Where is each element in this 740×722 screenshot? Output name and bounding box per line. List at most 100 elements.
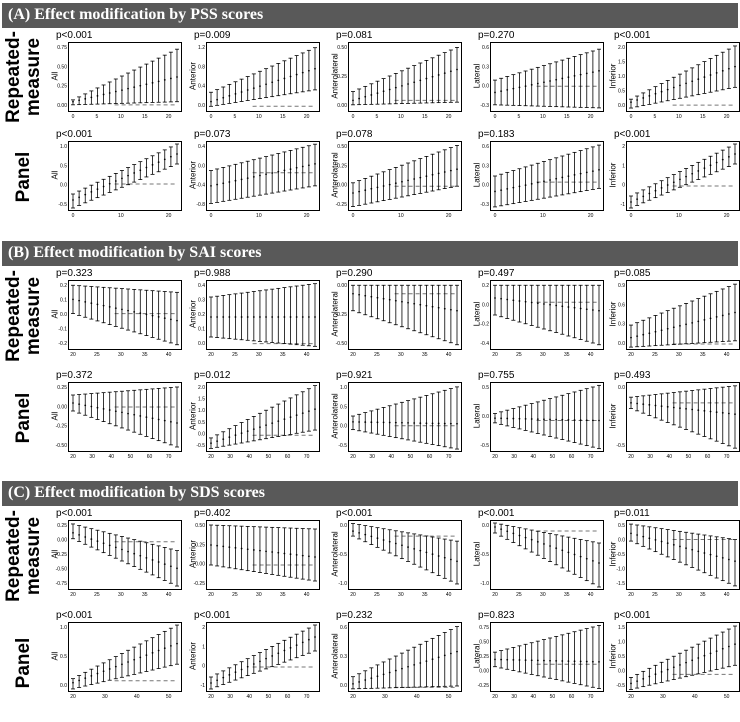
error-bar (369, 83, 374, 105)
y-tick-label: -1 (201, 683, 206, 689)
error-bar (629, 98, 633, 109)
x-tick-label: 30 (398, 592, 404, 598)
error-bar (733, 143, 737, 165)
p-value-label: p<0.001 (194, 610, 231, 621)
plot-area: 20 25 30 35 40 0.0 0.3 0.6 0.9 (618, 280, 740, 358)
error-bar (251, 73, 256, 100)
error-bar (89, 184, 94, 201)
x-tick-label: 40 (530, 694, 536, 700)
error-bar (89, 668, 94, 685)
error-bar (363, 178, 368, 205)
error-bar (493, 79, 497, 106)
error-bar (493, 175, 497, 208)
error-bar (264, 649, 269, 670)
error-bar (647, 89, 652, 105)
error-bar (590, 50, 595, 109)
p-value-label: p<0.001 (56, 30, 93, 41)
y-axis-label: All (50, 71, 60, 81)
error-bar (499, 411, 504, 425)
error-bar (560, 155, 565, 196)
error-bar (647, 394, 652, 416)
error-bar (733, 625, 737, 666)
plot-svg: 20 30 40 50 60 70 -0.25 0.00 0.25 0.50 0.75 (478, 625, 601, 700)
error-bar (455, 626, 459, 687)
y-tick-label: 0.25 (57, 523, 67, 529)
plot-area: 20 25 30 35 40 -1.0 -0.5 0.0 (338, 520, 462, 598)
y-axis-label: All (50, 309, 60, 319)
error-bar (505, 171, 510, 206)
error-bar (282, 151, 287, 192)
error-bar (455, 386, 459, 450)
x-tick-label: 20 (588, 114, 594, 120)
error-bar (517, 406, 522, 430)
error-bar (659, 393, 664, 421)
x-tick-label: 0 (210, 213, 213, 219)
error-bar (436, 635, 441, 687)
y-tick-label: -1.0 (480, 581, 489, 587)
y-tick-label: 0.0 (60, 312, 67, 318)
chart-panel: p<0.001 Anterior 20 30 40 50 60 70 -1 0 1 2 (189, 610, 322, 714)
y-tick-label: 0.9 (618, 283, 625, 289)
error-bar (162, 291, 167, 342)
error-bar (677, 73, 682, 99)
error-bar (554, 157, 559, 197)
x-tick-label: 5 (376, 114, 379, 120)
error-bar (221, 86, 226, 105)
x-tick-label: 30 (660, 694, 666, 700)
error-bar (150, 155, 155, 175)
x-tick-label: 35 (700, 592, 706, 598)
error-bar (227, 165, 232, 201)
error-bar (597, 284, 601, 346)
x-tick-label: 25 (232, 592, 238, 598)
error-bar (726, 48, 731, 89)
x-tick-label: 50 (128, 454, 134, 460)
error-bar (635, 396, 640, 412)
error-bar (276, 527, 281, 576)
error-bar (541, 65, 546, 107)
error-bar (708, 58, 713, 93)
chart-panel: p<0.001 All 20 30 40 50 0.0 0.5 1.0 (51, 610, 184, 714)
y-tick-label: 0.0 (340, 523, 347, 529)
error-bar (505, 524, 510, 540)
y-tick-label: 0.5 (618, 654, 625, 660)
y-tick-label: 0.25 (195, 542, 205, 548)
error-bar (233, 664, 238, 681)
error-bar (113, 287, 118, 327)
x-tick-label: 10 (540, 213, 546, 219)
error-bar (541, 532, 546, 559)
x-tick-label: 25 (374, 352, 380, 358)
error-bar (529, 164, 534, 201)
error-bar (584, 284, 589, 342)
y-tick-label: 0.4 (198, 144, 205, 150)
error-bar (150, 543, 155, 576)
error-bar (665, 529, 670, 558)
error-bar (597, 48, 601, 109)
plot-area: 20 30 40 50 60 70 -0.5 0.0 0.5 (480, 382, 604, 460)
x-tick-label: 30 (227, 454, 233, 460)
error-bar (430, 284, 435, 338)
error-bar (288, 149, 293, 191)
error-bar (251, 159, 256, 197)
y-tick-label: 0.25 (337, 74, 347, 80)
error-bar (684, 168, 689, 186)
y-axis-label: All (50, 170, 60, 180)
y-axis-label: All (50, 411, 60, 421)
plot-svg: 20 25 30 35 40 0.0 0.3 0.6 0.9 (618, 283, 737, 358)
error-bar (560, 634, 565, 682)
error-bar (499, 650, 504, 669)
error-bar (264, 68, 269, 99)
error-bar (572, 151, 577, 194)
plot-area: 20 30 40 50 60 70 -0.25 0.00 0.25 0.50 0.75 (478, 622, 604, 700)
error-bar (578, 539, 583, 578)
error-bar (270, 288, 275, 343)
plot-area: 20 30 40 50 60 70 -0.5 0.0 0.5 1.0 1.5 2.0 (196, 382, 320, 460)
error-bar (455, 145, 459, 187)
plot-svg: 20 30 40 50 60 70 -0.5 0.0 0.5 (480, 384, 601, 460)
y-tick-label: -0.5 (338, 443, 347, 449)
x-tick-label: 70 (724, 454, 730, 460)
error-bar (653, 527, 658, 553)
x-tick-label: 20 (492, 592, 498, 598)
chart-panel: p=0.009 Anterior 0 5 10 15 20 0.0 0.4 0.8 1.2 (189, 30, 322, 134)
chart-panel: p=0.921 Anterolateral 20 30 40 50 60 70 -0.5 0.0 0… (331, 370, 464, 474)
plot-svg: 0 10 20 -1 0 1 2 (621, 143, 737, 219)
